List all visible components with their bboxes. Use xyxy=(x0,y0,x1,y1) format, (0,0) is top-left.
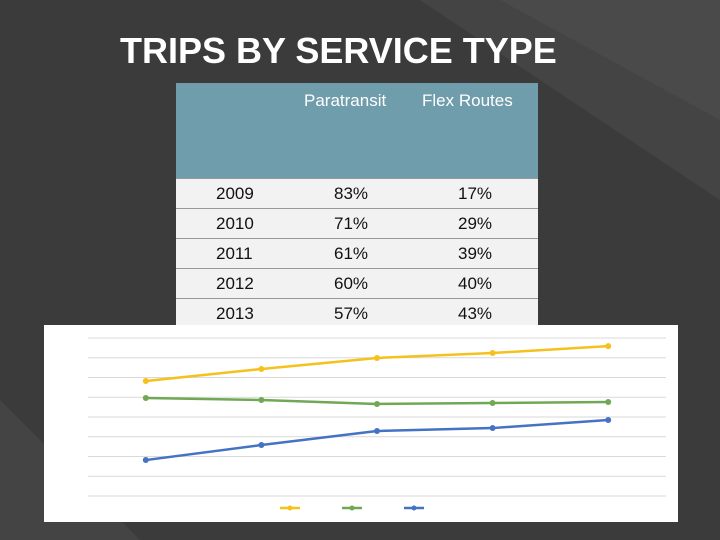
table-row: 2009 83% 17% xyxy=(176,178,538,208)
series-line xyxy=(145,418,609,462)
column-header: Paratransit xyxy=(304,91,387,110)
point xyxy=(605,416,612,423)
table-cell: 2011 xyxy=(216,244,253,263)
table-cell: 43% xyxy=(458,304,493,323)
table-cell: 2012 xyxy=(216,274,254,293)
legend-marker xyxy=(287,505,293,511)
table-cell: 2013 xyxy=(216,304,254,323)
table-cell: 2010 xyxy=(216,214,254,233)
point xyxy=(258,366,265,373)
table-header: Paratransit Flex Routes xyxy=(176,83,538,178)
slide-title: TRIPS BY SERVICE TYPE xyxy=(120,30,557,71)
table-row: 2011 61% 39% xyxy=(176,238,538,268)
series-line xyxy=(145,344,609,383)
table-cell: 61% xyxy=(334,244,369,263)
legend-marker xyxy=(411,505,417,511)
table-row: 2010 71% 29% xyxy=(176,208,538,238)
point xyxy=(374,400,380,407)
point xyxy=(374,354,380,361)
point xyxy=(258,397,265,404)
point xyxy=(605,343,612,350)
table-cell: 2009 xyxy=(216,184,254,203)
point xyxy=(489,350,496,357)
table-cell: 40% xyxy=(458,274,493,293)
table-row: 2013 57% 43% xyxy=(176,298,538,328)
column-header: Flex Routes xyxy=(422,91,513,110)
table-body: 2009 83% 17% 2010 71% 29% 2011 61% 39% 2012 60% 40%… xyxy=(176,178,538,328)
table-cell: 39% xyxy=(458,244,493,263)
table-cell: 60% xyxy=(334,274,369,293)
point xyxy=(374,428,380,435)
point xyxy=(489,425,496,432)
point xyxy=(489,399,496,406)
point xyxy=(142,395,149,402)
table-cell: 57% xyxy=(334,304,369,323)
table-row: 2012 60% 40% xyxy=(176,268,538,298)
point xyxy=(258,442,265,449)
table-cell: 83% xyxy=(334,184,369,203)
table-cell: 29% xyxy=(458,214,493,233)
table-cell: 17% xyxy=(458,184,493,203)
legend-marker xyxy=(349,505,355,511)
table-cell: 71% xyxy=(334,214,369,233)
point xyxy=(142,457,149,464)
point xyxy=(605,398,612,405)
point xyxy=(142,378,149,385)
